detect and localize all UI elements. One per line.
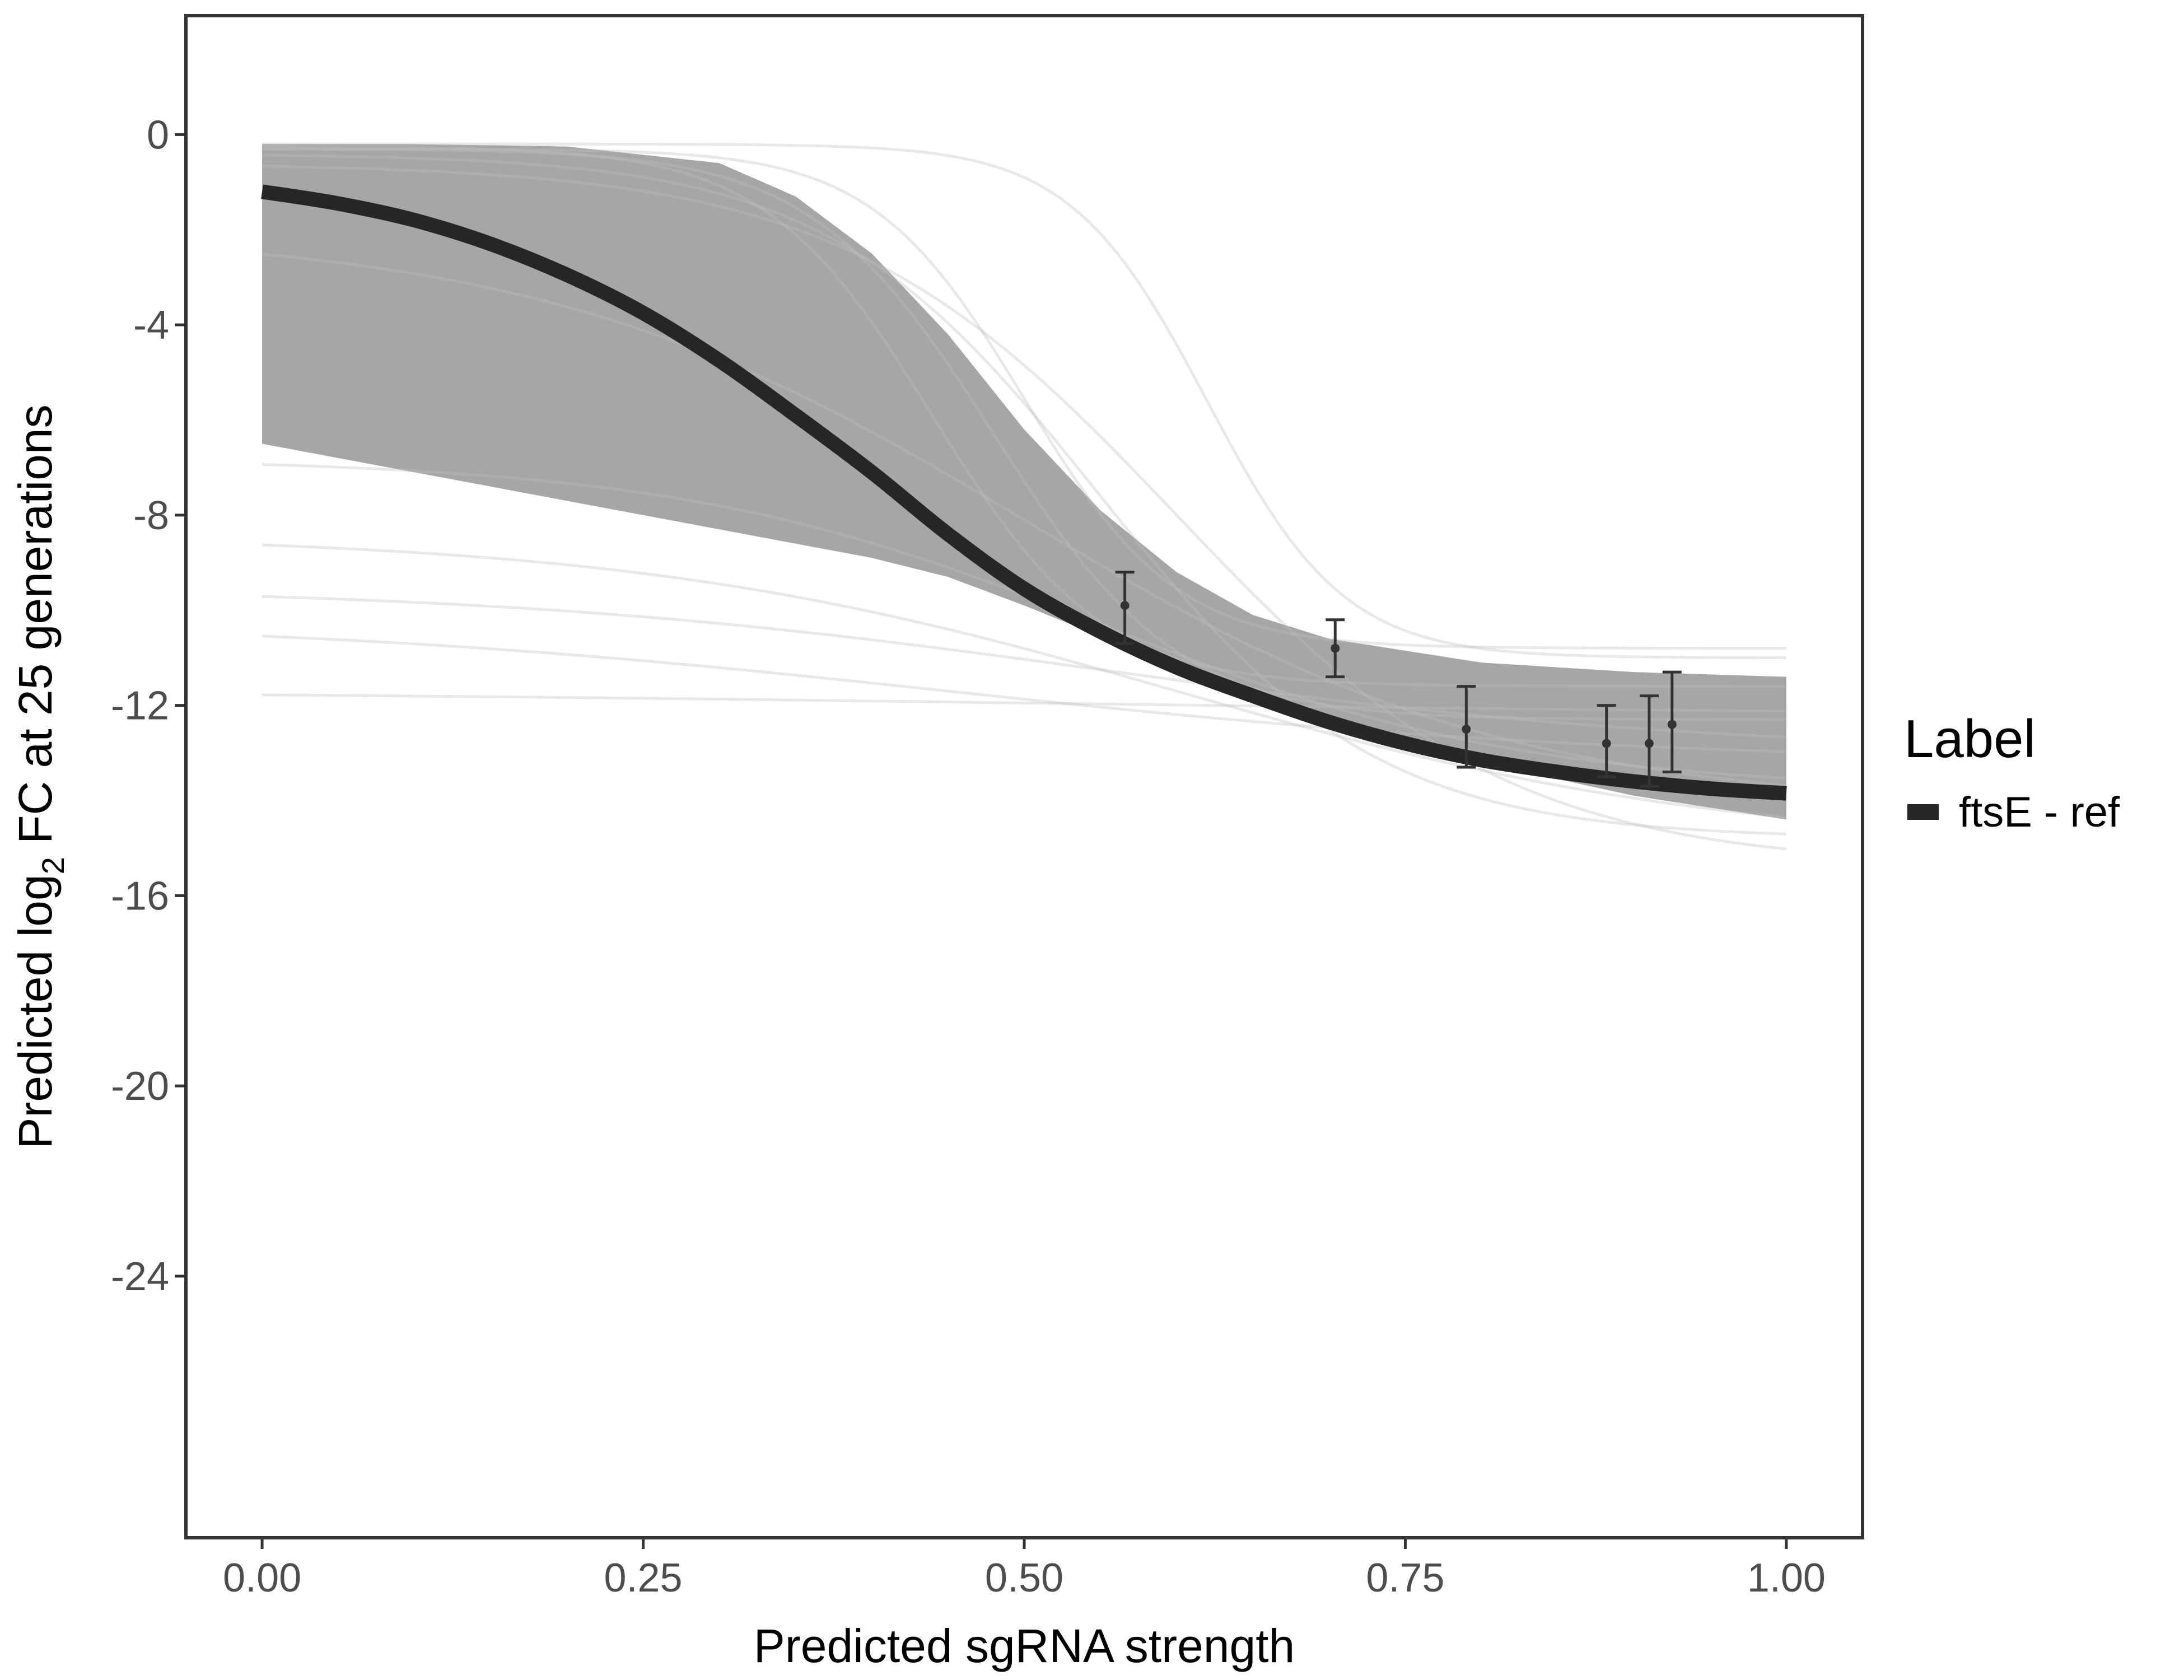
observation-0 [1115, 571, 1135, 645]
y-axis-title-part-1: Predicted log [9, 874, 62, 1149]
observation-point-4 [1644, 739, 1654, 748]
observations [1115, 571, 1682, 788]
y-tick-label-1: -4 [133, 303, 169, 348]
x-axis: 0.00 0.25 0.50 0.75 1.00 [223, 1539, 1826, 1600]
x-axis-title: Predicted sgRNA strength [754, 1620, 1295, 1672]
posterior-draw-11 [262, 142, 1786, 659]
fit-lines [261, 184, 1787, 801]
observation-point-1 [1331, 643, 1340, 653]
y-tick-label-4: -16 [111, 874, 169, 918]
y-tick-label-3: -12 [111, 684, 169, 729]
x-tick-label-0: 0.00 [223, 1556, 301, 1600]
observation-2 [1457, 685, 1476, 769]
posterior-draw-1 [262, 147, 1786, 721]
posterior-draw-8 [262, 693, 1786, 713]
posterior-draw-3 [262, 153, 1786, 836]
y-tick-label-5: -20 [111, 1064, 169, 1109]
y-tick-label-2: -8 [133, 493, 169, 538]
y-axis-title: Predicted log2 FC at 25 generations [9, 404, 71, 1149]
posterior-draw-0 [262, 145, 1786, 688]
legend-key-ftse-ref [1907, 804, 1939, 820]
posterior-draw-4 [262, 165, 1787, 851]
observation-point-0 [1120, 601, 1130, 610]
observation-4 [1639, 694, 1659, 788]
x-tick-label-4: 1.00 [1747, 1556, 1826, 1600]
y-tick-label-0: 0 [147, 113, 169, 157]
y-axis-title-part-2: FC at 25 generations [9, 404, 62, 857]
x-tick-label-1: 0.25 [604, 1556, 682, 1600]
posterior-draw-7 [262, 634, 1786, 753]
y-tick-label-6: -24 [111, 1254, 169, 1299]
observation-3 [1597, 704, 1616, 778]
observation-1 [1326, 618, 1345, 679]
observation-5 [1662, 670, 1682, 774]
observation-point-2 [1462, 725, 1471, 734]
legend: Label ftsE - ref [1904, 709, 2120, 836]
legend-label-ftse-ref: ftsE - ref [1959, 788, 2120, 836]
series-line-0 [261, 184, 1787, 801]
legend-title: Label [1904, 709, 2036, 769]
y-axis-title-subscript: 2 [35, 857, 71, 874]
observation-point-5 [1667, 720, 1677, 729]
y-axis: 0 -4 -8 -12 -16 -20 -24 [111, 113, 184, 1299]
posterior-draw-2 [262, 147, 1786, 650]
posterior-draw-9 [262, 543, 1787, 819]
posterior-draw-5 [262, 253, 1787, 787]
x-tick-label-3: 0.75 [1366, 1556, 1444, 1600]
observation-point-3 [1602, 739, 1611, 748]
plot-border [184, 14, 1864, 1539]
x-tick-label-2: 0.50 [985, 1556, 1063, 1600]
posterior-draw-6 [262, 595, 1787, 739]
